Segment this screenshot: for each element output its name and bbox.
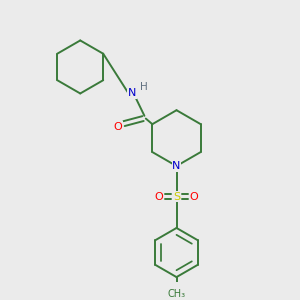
Text: N: N (128, 88, 136, 98)
Text: O: O (155, 192, 164, 202)
Text: H: H (140, 82, 148, 92)
Text: O: O (113, 122, 122, 132)
Text: CH₃: CH₃ (167, 290, 186, 299)
Text: O: O (189, 192, 198, 202)
Text: N: N (172, 161, 181, 171)
Text: S: S (173, 192, 180, 202)
